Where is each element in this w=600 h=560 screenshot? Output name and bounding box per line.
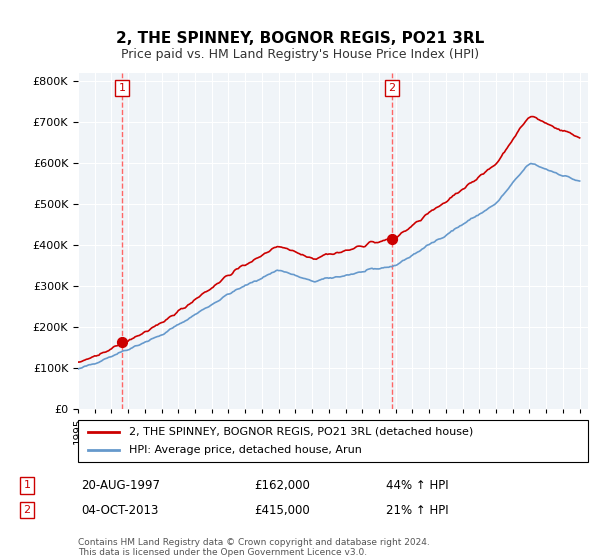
Text: £162,000: £162,000 — [254, 479, 310, 492]
Text: £415,000: £415,000 — [254, 503, 310, 517]
Text: 2: 2 — [388, 83, 395, 93]
Text: 44% ↑ HPI: 44% ↑ HPI — [386, 479, 449, 492]
Point — [387, 234, 397, 243]
Text: 1: 1 — [23, 480, 31, 491]
Text: 2: 2 — [23, 505, 31, 515]
Text: 04-OCT-2013: 04-OCT-2013 — [81, 503, 158, 517]
Text: 1: 1 — [119, 83, 125, 93]
Text: Price paid vs. HM Land Registry's House Price Index (HPI): Price paid vs. HM Land Registry's House … — [121, 48, 479, 60]
Point — [118, 338, 127, 347]
FancyBboxPatch shape — [78, 420, 588, 462]
Text: HPI: Average price, detached house, Arun: HPI: Average price, detached house, Arun — [129, 445, 362, 455]
Text: Contains HM Land Registry data © Crown copyright and database right 2024.
This d: Contains HM Land Registry data © Crown c… — [78, 538, 430, 557]
Text: 20-AUG-1997: 20-AUG-1997 — [81, 479, 160, 492]
Text: 21% ↑ HPI: 21% ↑ HPI — [386, 503, 449, 517]
Text: 2, THE SPINNEY, BOGNOR REGIS, PO21 3RL (detached house): 2, THE SPINNEY, BOGNOR REGIS, PO21 3RL (… — [129, 427, 473, 437]
Text: 2, THE SPINNEY, BOGNOR REGIS, PO21 3RL: 2, THE SPINNEY, BOGNOR REGIS, PO21 3RL — [116, 31, 484, 46]
